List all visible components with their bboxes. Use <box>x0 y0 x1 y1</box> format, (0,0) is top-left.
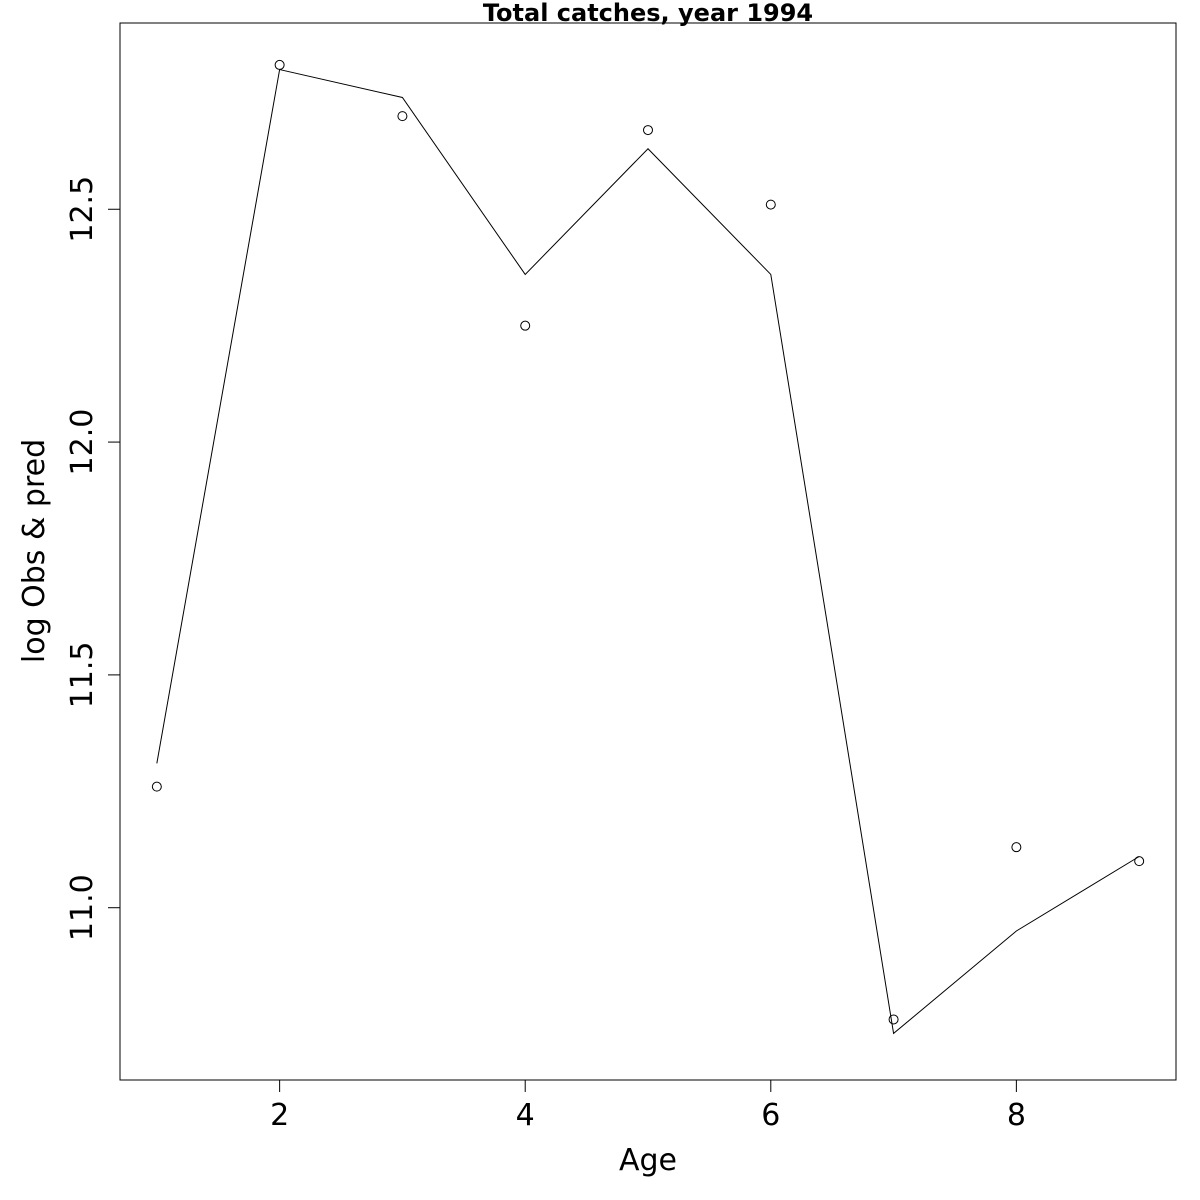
y-tick-label: 11.0 <box>65 874 100 941</box>
x-tick-label: 6 <box>761 1098 780 1133</box>
x-tick-label: 8 <box>1007 1098 1026 1133</box>
y-tick-label: 11.5 <box>65 641 100 708</box>
y-tick-label: 12.0 <box>65 409 100 476</box>
x-axis-label: Age <box>619 1143 677 1178</box>
observed-point <box>1011 842 1022 853</box>
observed-point <box>888 1014 899 1025</box>
y-tick-label: 12.5 <box>65 176 100 243</box>
observed-point <box>520 320 531 331</box>
observed-point <box>274 59 285 70</box>
x-tick-label: 2 <box>270 1098 289 1133</box>
observed-point <box>643 125 653 136</box>
observed-point <box>397 111 408 122</box>
plot-frame <box>119 22 1177 1081</box>
series-layer <box>151 59 1145 1035</box>
observed-point <box>151 781 162 792</box>
x-axis: 2 4 6 8 <box>270 1080 1026 1133</box>
observed-point <box>765 199 776 210</box>
x-tick-label: 4 <box>516 1098 535 1133</box>
predicted-line <box>156 68 1140 1035</box>
y-axis: 11.0 11.5 12.0 12.5 <box>65 176 120 941</box>
y-axis-label: log Obs & pred <box>17 439 52 663</box>
